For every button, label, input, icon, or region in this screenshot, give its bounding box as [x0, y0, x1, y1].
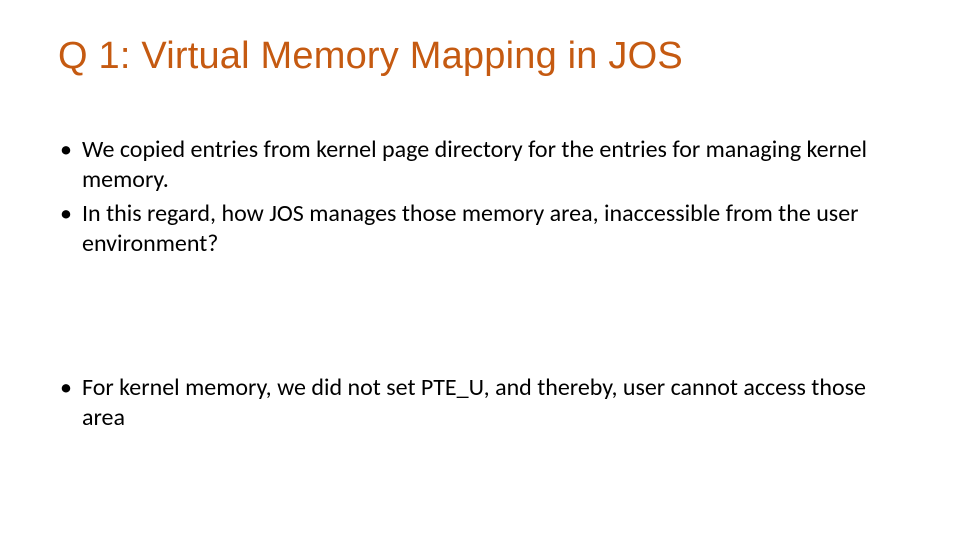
slide: Q 1: Virtual Memory Mapping in JOS We co…	[0, 0, 960, 540]
bullet-list-bottom: For kernel memory, we did not set PTE_U,…	[58, 373, 900, 433]
bullet-item: For kernel memory, we did not set PTE_U,…	[58, 373, 900, 433]
bullet-list-top: We copied entries from kernel page direc…	[58, 135, 900, 259]
bullet-item: We copied entries from kernel page direc…	[58, 135, 900, 195]
slide-title: Q 1: Virtual Memory Mapping in JOS	[58, 35, 900, 78]
bullet-item: In this regard, how JOS manages those me…	[58, 199, 900, 259]
slide-body: We copied entries from kernel page direc…	[58, 135, 900, 437]
spacer	[58, 263, 900, 373]
